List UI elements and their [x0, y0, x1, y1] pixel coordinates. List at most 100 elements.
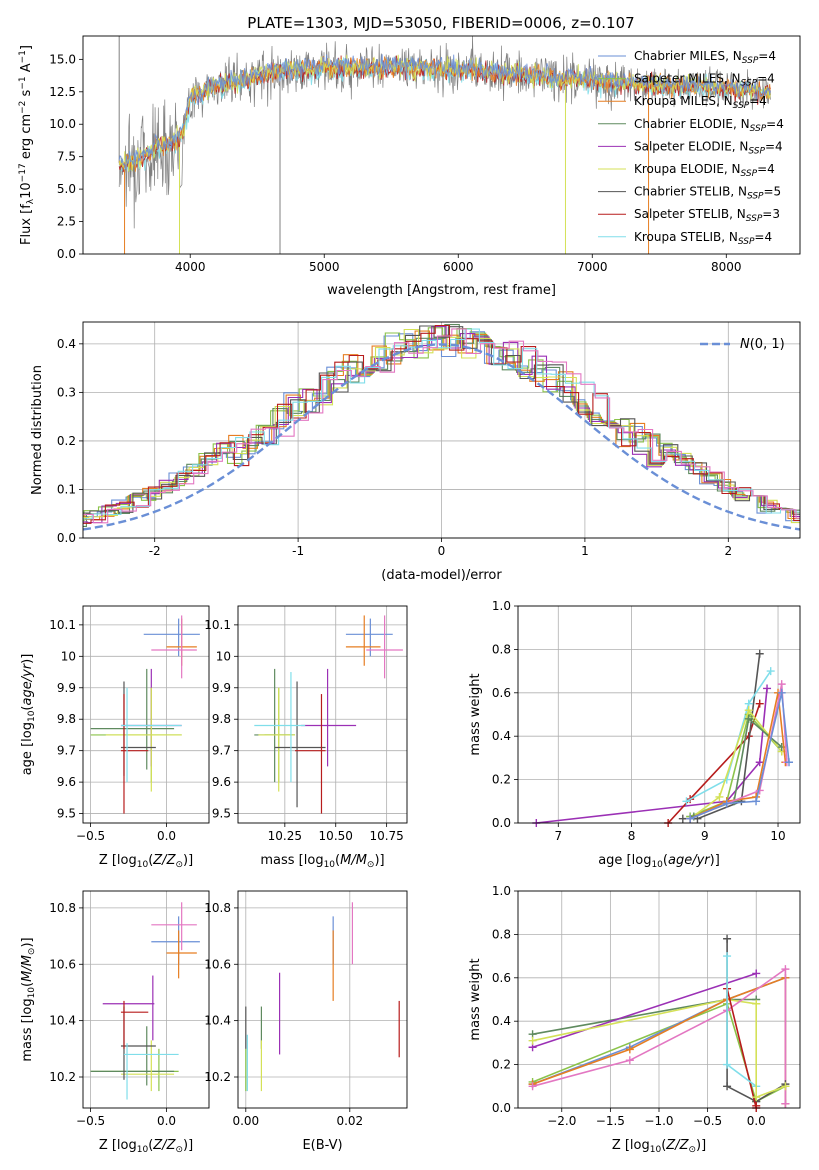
- spectrum-xtick-label: 4000: [175, 260, 206, 274]
- mass-age-xlabel-part: M/M: [340, 853, 367, 868]
- spectrum-legend-item-part: SSP: [742, 56, 759, 66]
- z-weight-ylabel: mass weight: [468, 958, 483, 1040]
- spectrum-xtick-label: 7000: [577, 260, 608, 274]
- spectrum-legend-item: Salpeter MILES, NSSP=4: [634, 72, 775, 89]
- spectrum-model-line: [118, 54, 771, 170]
- mass-age-errorbar: [301, 668, 357, 767]
- z-mass-errorbar: [120, 1000, 149, 1049]
- spectrum-ylabel-part: −1: [18, 76, 28, 89]
- residuals-ytick-label: 0.0: [57, 531, 76, 545]
- ebv-mass-ytick-label: 10.8: [204, 901, 231, 915]
- residuals-hist-step: [83, 328, 800, 524]
- z-mass-errorbar: [120, 1006, 156, 1080]
- z-mass-errorbar: [123, 1043, 179, 1100]
- z-mass-ytick-label: 10.4: [49, 1014, 76, 1028]
- z-weight-marker: [781, 965, 790, 974]
- age-weight-ytick-label: 0.8: [492, 642, 511, 656]
- age-weight-xtick-label: 7: [554, 829, 562, 843]
- z-age-ytick-label: 9.7: [57, 744, 76, 758]
- mass-age-errorbar: [345, 615, 381, 666]
- spectrum-ytick-label: 2.5: [57, 215, 76, 229]
- z-mass-frame: [82, 890, 210, 1109]
- age-weight-ylabel: mass weight: [468, 673, 483, 755]
- age-weight-axes: 7 8 9 10 0.0 0.2 0.4 0.6 0.8 1.0: [492, 599, 800, 843]
- z-weight-frame: [517, 890, 801, 1109]
- spectrum-ylabel-part: s: [19, 89, 34, 100]
- mass-age-errorbar: [254, 672, 306, 783]
- z-weight-marker: [528, 1082, 537, 1091]
- z-mass-errorbars: [90, 902, 200, 1100]
- z-mass-xlabel-part: ⊙: [175, 1145, 183, 1155]
- ebv-mass-ytick-label: 10.6: [204, 957, 231, 971]
- mass-age-xlabel-part: mass [log: [260, 853, 323, 868]
- age-weight-marker: [686, 814, 695, 823]
- age-weight-xlabel-part: age/yr: [668, 853, 711, 868]
- z-age-ytick-label: 10: [61, 649, 76, 663]
- spectrum-ylabel-part: λ: [26, 198, 36, 204]
- z-weight-marker: [752, 1101, 761, 1110]
- spectrum-ylabel: Flux [fλ10−17 erg cm−2 s−1 A−1]: [18, 45, 36, 245]
- age-weight-ytick-label: 0.6: [492, 686, 511, 700]
- spectrum-ytick-label: 7.5: [57, 150, 76, 164]
- z-mass-xlabel-part: Z [log: [99, 1138, 137, 1153]
- spectrum-legend-item-part: Salpeter ELODIE, N: [634, 139, 748, 153]
- spectrum-legend-item: Chabrier ELODIE, NSSP=4: [634, 117, 784, 134]
- z-age-axes: −0.5 0.0 9.5 9.6 9.7 9.8 9.9 10 10.1: [49, 606, 209, 843]
- ebv-mass-xtick-label: 0.02: [336, 1114, 363, 1128]
- residuals-hist-step: [83, 324, 800, 524]
- mass-age-errorbars: [254, 615, 403, 814]
- z-mass-ylabel: mass [log10(M/M⊙)]: [20, 937, 37, 1061]
- z-weight-series-line: [532, 972, 757, 1048]
- z-weight-xtick-label: −1.0: [644, 1114, 673, 1128]
- mass-age-ytick-label: 9.5: [212, 807, 231, 821]
- spectrum-ylabel-part: erg cm: [19, 114, 34, 163]
- ebv-mass-xtick-label: 0.00: [232, 1114, 259, 1128]
- residuals-hist-step: [83, 324, 800, 527]
- z-mass-xtick-label: 0.0: [157, 1114, 176, 1128]
- age-weight-xlabel-part: )]: [710, 853, 720, 868]
- age-weight-xlabel: age [log10(age/yr)]: [598, 853, 720, 870]
- z-mass-ytick-label: 10.6: [49, 957, 76, 971]
- age-weight-marker: [777, 688, 786, 697]
- z-age-ytick-label: 9.8: [57, 712, 76, 726]
- spectrum-legend-item-part: Kroupa MILES, N: [634, 94, 733, 108]
- residuals-xtick-label: 1: [581, 544, 589, 558]
- z-weight-xtick-label: −1.5: [596, 1114, 625, 1128]
- z-weight-xtick-label: −2.0: [547, 1114, 576, 1128]
- z-mass-ylabel-part: ⊙: [27, 948, 37, 956]
- z-weight-marker: [781, 1099, 790, 1108]
- mass-age-xlabel-part: (: [335, 853, 340, 868]
- spectrum-legend-item: Kroupa MILES, NSSP=4: [634, 94, 767, 111]
- z-weight-marker: [752, 999, 761, 1008]
- z-weight-ytick-label: 1.0: [492, 884, 511, 898]
- z-weight-series-line: [755, 1003, 786, 1099]
- age-weight-marker: [678, 814, 687, 823]
- z-age-xtick-label: 0.0: [157, 829, 176, 843]
- z-weight-marker: [625, 1045, 634, 1054]
- ebv-mass-xlabel: E(B-V): [302, 1138, 342, 1153]
- z-mass-ylabel-part: 10: [27, 987, 37, 999]
- spectrum-legend-item-part: Chabrier ELODIE, N: [634, 117, 750, 131]
- age-weight-marker: [755, 758, 764, 767]
- residuals-xtick-label: -1: [292, 544, 304, 558]
- mass-age-errorbar: [274, 681, 326, 808]
- spectrum-legend-item-part: =4: [749, 94, 767, 108]
- age-weight-series-line: [689, 708, 783, 820]
- z-mass-xlabel-part: (: [148, 1138, 153, 1153]
- spectrum-legend-item-part: SSP: [733, 101, 750, 111]
- mass-age-xlabel-part: 10: [324, 860, 336, 870]
- spectrum-ylabel-part: A: [19, 63, 34, 76]
- spectrum-frame: [82, 35, 801, 255]
- spectrum-legend-item: Chabrier STELIB, NSSP=5: [634, 185, 781, 202]
- z-weight-xlabel-part: Z/Z: [665, 1138, 689, 1153]
- z-age-ytick-label: 10.1: [49, 618, 76, 632]
- z-age-ylabel-part: 10: [27, 710, 37, 722]
- z-age-xlabel: Z [log10(Z/Z⊙)]: [99, 853, 193, 870]
- z-age-xlabel-part: (: [148, 853, 153, 868]
- z-mass-xtick-label: −0.5: [76, 1114, 105, 1128]
- z-mass-ylabel-part: mass [log: [20, 998, 35, 1061]
- mass-age-xtick-label: 10.50: [319, 829, 353, 843]
- age-weight-ytick-label: 0.0: [492, 816, 511, 830]
- age-weight-marker: [763, 684, 772, 693]
- residuals-hist-step: [83, 330, 800, 521]
